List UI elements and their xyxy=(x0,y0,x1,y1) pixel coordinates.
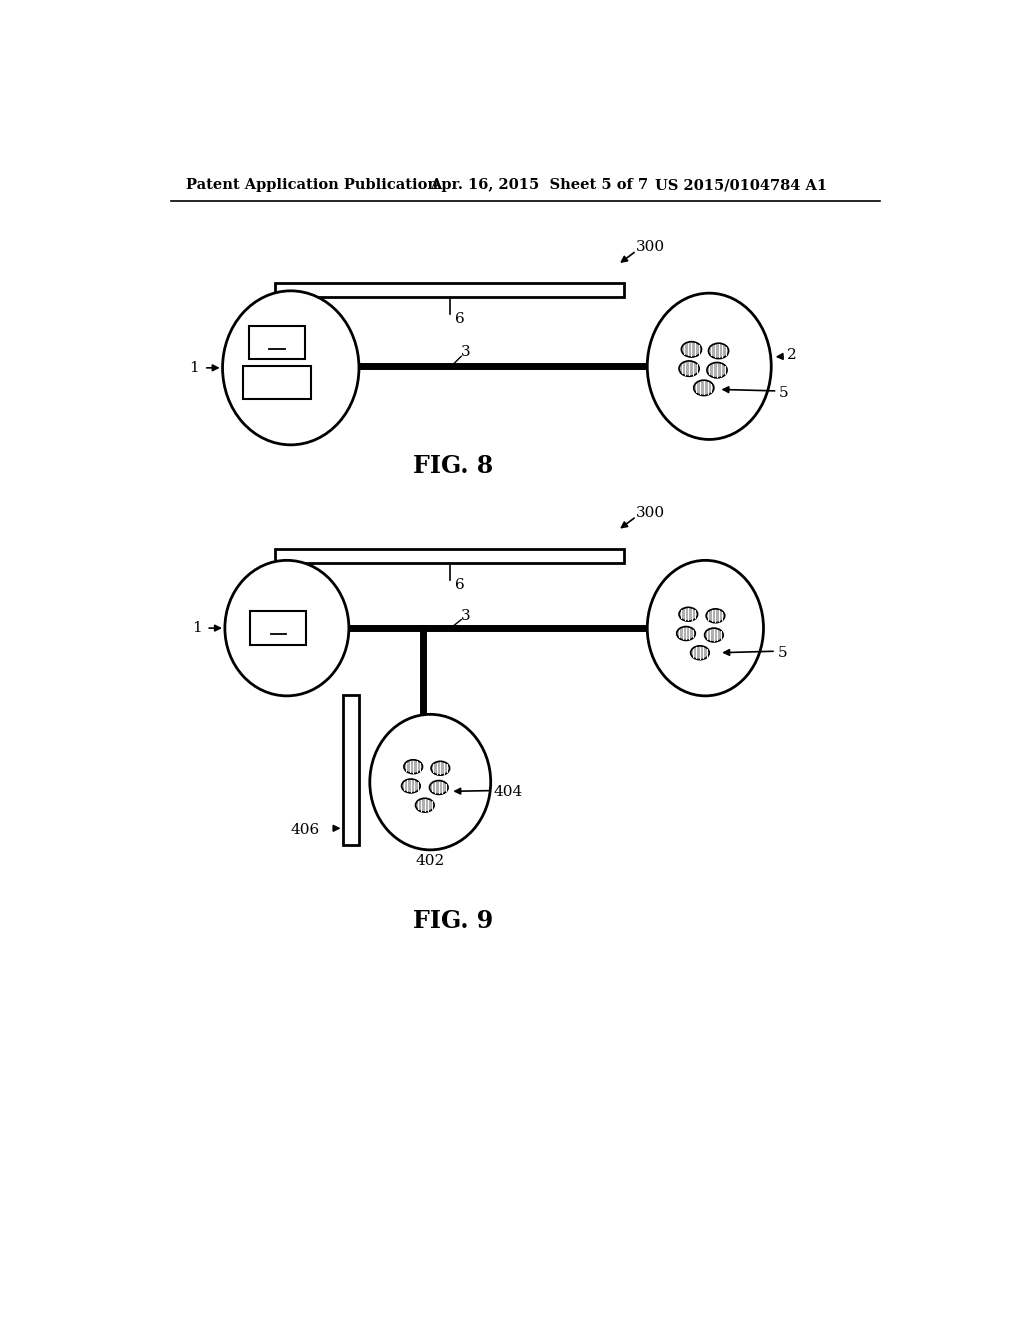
Ellipse shape xyxy=(707,363,727,378)
Text: Apr. 16, 2015  Sheet 5 of 7: Apr. 16, 2015 Sheet 5 of 7 xyxy=(430,178,648,193)
Text: 300: 300 xyxy=(636,506,665,520)
Text: 302: 302 xyxy=(262,375,292,389)
Text: 6: 6 xyxy=(455,578,465,591)
Ellipse shape xyxy=(679,360,699,376)
Ellipse shape xyxy=(403,760,423,774)
Ellipse shape xyxy=(647,293,771,440)
Ellipse shape xyxy=(705,628,723,642)
Ellipse shape xyxy=(677,627,695,640)
Ellipse shape xyxy=(709,343,729,359)
Ellipse shape xyxy=(679,607,697,622)
Text: 2: 2 xyxy=(786,347,797,362)
Ellipse shape xyxy=(690,645,710,660)
FancyBboxPatch shape xyxy=(251,611,306,645)
Text: 1: 1 xyxy=(189,360,200,375)
FancyBboxPatch shape xyxy=(275,549,624,562)
Text: 5: 5 xyxy=(779,387,788,400)
Text: FIG. 8: FIG. 8 xyxy=(414,454,494,478)
FancyBboxPatch shape xyxy=(243,367,311,399)
Text: 1: 1 xyxy=(191,622,202,635)
Ellipse shape xyxy=(707,609,725,623)
Text: 300: 300 xyxy=(636,240,665,253)
Text: Patent Application Publication: Patent Application Publication xyxy=(186,178,438,193)
Ellipse shape xyxy=(681,342,701,358)
Text: 402: 402 xyxy=(416,854,444,867)
Ellipse shape xyxy=(416,799,434,812)
FancyBboxPatch shape xyxy=(343,696,359,845)
FancyBboxPatch shape xyxy=(275,284,624,297)
Ellipse shape xyxy=(370,714,490,850)
Text: US 2015/0104784 A1: US 2015/0104784 A1 xyxy=(655,178,827,193)
Text: 4: 4 xyxy=(272,335,282,350)
Ellipse shape xyxy=(401,779,420,793)
FancyBboxPatch shape xyxy=(249,326,305,359)
Text: FIG. 9: FIG. 9 xyxy=(414,908,494,933)
Text: 4: 4 xyxy=(273,622,284,635)
Text: 3: 3 xyxy=(461,609,471,623)
Ellipse shape xyxy=(693,380,714,396)
Ellipse shape xyxy=(222,290,359,445)
Text: 5: 5 xyxy=(777,645,787,660)
Ellipse shape xyxy=(647,561,764,696)
Ellipse shape xyxy=(431,762,450,775)
Text: 6: 6 xyxy=(455,313,465,326)
Ellipse shape xyxy=(225,561,349,696)
Text: 406: 406 xyxy=(291,822,321,837)
Ellipse shape xyxy=(429,780,449,795)
Text: 3: 3 xyxy=(461,346,471,359)
Text: 404: 404 xyxy=(494,785,523,799)
